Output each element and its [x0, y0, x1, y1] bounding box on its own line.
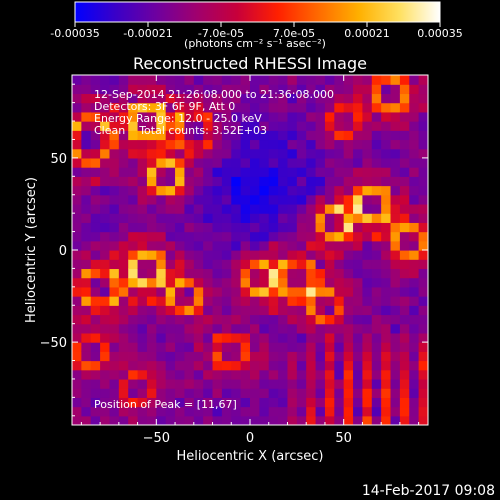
colorbar-tick-label: 0.00035: [417, 27, 463, 40]
y-axis-label: Heliocentric Y (arcsec): [24, 177, 39, 323]
colorbar-tick-label: 0.00021: [344, 27, 390, 40]
colorbar-unit-label: (photons cm⁻² s⁻¹ asec⁻²): [184, 37, 326, 50]
peak-position-label: Position of Peak = [11,67]: [94, 398, 237, 411]
colorbar-ticks: -0.00035 -0.00021 -7.0e-05 7.0e-05 0.00021 0.…: [50, 22, 463, 40]
colorbar-tick-label: 7.0e-05: [273, 27, 315, 40]
chart-title: Reconstructed RHESSI Image: [133, 54, 367, 73]
x-tick-label: 0: [246, 431, 254, 446]
y-tick-label: 50: [50, 152, 67, 167]
info-line-energy: Energy Range: 12.0 - 25.0 keV: [94, 112, 262, 125]
y-tick-label: 0: [59, 244, 67, 259]
timestamp: 14-Feb-2017 09:08: [362, 483, 495, 499]
axis-ticks: −50 0 50 50 0 −50: [40, 75, 428, 446]
info-line-detectors: Detectors: 3F 6F 9F, Att 0: [94, 100, 235, 113]
info-line-time: 12-Sep-2014 21:26:08.000 to 21:36:08.000: [94, 88, 334, 101]
colorbar: [74, 1, 441, 23]
heatmap-image: [72, 75, 428, 425]
colorbar-tick-label: -7.0e-05: [198, 27, 244, 40]
x-tick-label: −50: [143, 431, 170, 446]
colorbar-tick-label: -0.00035: [50, 27, 99, 40]
x-tick-label: 50: [335, 431, 352, 446]
info-line-counts: Clean Total counts: 3.52E+03: [94, 124, 267, 137]
y-tick-label: −50: [40, 336, 67, 351]
colorbar-tick-label: -0.00021: [123, 27, 172, 40]
x-axis-label: Heliocentric X (arcsec): [177, 449, 324, 464]
